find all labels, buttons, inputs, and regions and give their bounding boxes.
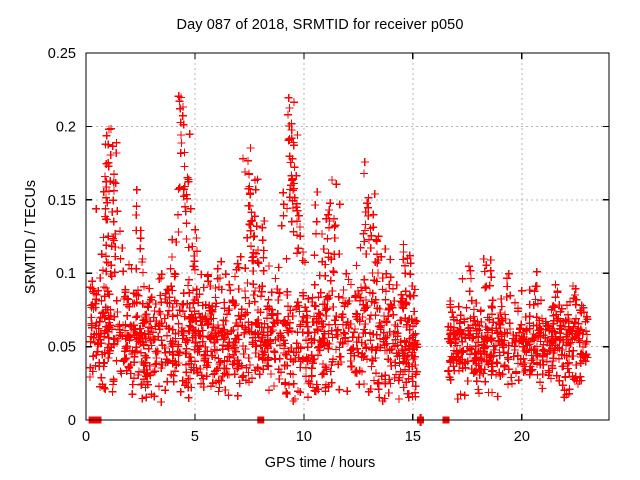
y-tick-label: 0.2 xyxy=(56,119,76,135)
x-tick-label: 20 xyxy=(514,429,530,445)
x-tick-label: 0 xyxy=(82,429,90,445)
y-tick-label: 0.25 xyxy=(48,46,76,62)
y-tick-label: 0 xyxy=(68,413,76,429)
x-tick-label: 15 xyxy=(405,429,421,445)
y-axis-label: SRMTID / TECUs xyxy=(23,179,39,295)
x-tick-label: 10 xyxy=(296,429,312,445)
x-axis-label: GPS time / hours xyxy=(264,455,376,471)
y-tick-label: 0.1 xyxy=(56,266,76,282)
y-tick-label: 0.15 xyxy=(48,193,76,209)
y-tick-label: 0.05 xyxy=(48,340,76,356)
axis-frame xyxy=(85,52,610,421)
chart-title: Day 087 of 2018, SRMTID for receiver p05… xyxy=(176,17,464,33)
axis-ticks: 0 0.05 0.1 0.15 0.2 0.25 0 5 10 15 20 xyxy=(48,46,609,445)
x-tick-label: 5 xyxy=(191,429,199,445)
data-points xyxy=(85,92,592,406)
